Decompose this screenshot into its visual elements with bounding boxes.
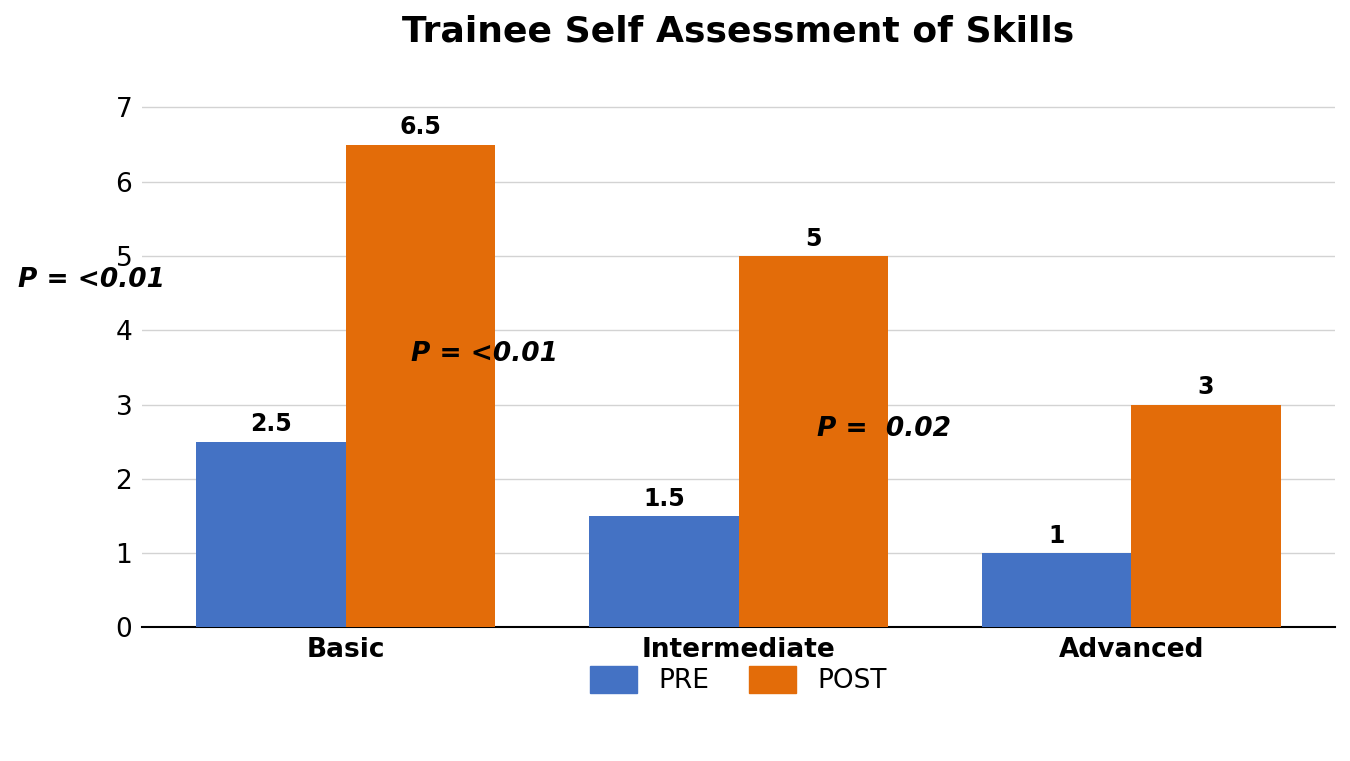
Bar [983, 553, 1131, 627]
Text: 5: 5 [805, 227, 821, 251]
Text: 2.5: 2.5 [250, 412, 292, 437]
Bar [589, 516, 738, 627]
Text: 1: 1 [1049, 524, 1065, 548]
Legend: PRE, POST: PRE, POST [579, 655, 898, 705]
Text: 1.5: 1.5 [643, 487, 684, 511]
Text: 6.5: 6.5 [400, 116, 441, 139]
Text: P =  0.02: P = 0.02 [817, 416, 950, 441]
Text: 3: 3 [1197, 375, 1215, 400]
Text: P = <0.01: P = <0.01 [410, 342, 558, 368]
Text: P = <0.01: P = <0.01 [18, 267, 165, 293]
Title: Trainee Self Assessment of Skills: Trainee Self Assessment of Skills [402, 15, 1075, 49]
Bar [1131, 405, 1281, 627]
Bar [196, 441, 346, 627]
Bar [738, 256, 888, 627]
Bar [346, 145, 495, 627]
